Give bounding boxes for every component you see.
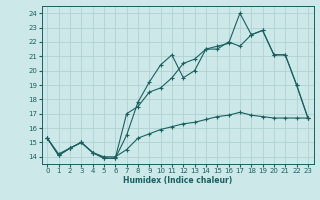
X-axis label: Humidex (Indice chaleur): Humidex (Indice chaleur) [123,176,232,185]
